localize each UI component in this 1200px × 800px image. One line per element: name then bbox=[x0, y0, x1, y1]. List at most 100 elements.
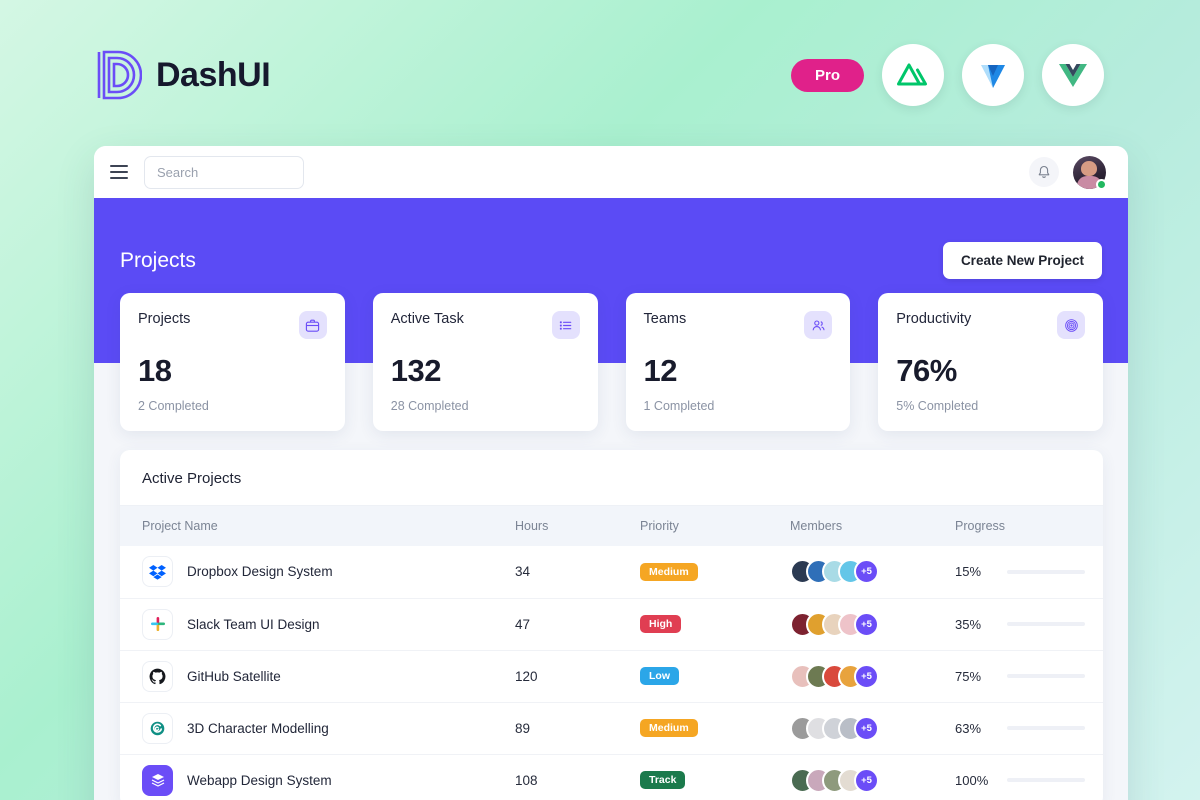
project-name: Slack Team UI Design bbox=[187, 616, 320, 632]
hamburger-menu-icon[interactable] bbox=[110, 165, 130, 179]
briefcase-icon bbox=[298, 311, 327, 339]
column-header-priority[interactable]: Priority bbox=[640, 505, 790, 546]
page-title: Projects bbox=[120, 248, 196, 272]
dropbox-icon bbox=[142, 556, 173, 588]
users-icon bbox=[804, 311, 833, 339]
project-name: Dropbox Design System bbox=[187, 564, 333, 580]
table-body: Dropbox Design System 34 Medium +5 bbox=[120, 546, 1103, 800]
table-head: Project Name Hours Priority Members Prog… bbox=[120, 505, 1103, 546]
dashui-d-logo-icon bbox=[97, 50, 142, 100]
member-overflow-badge[interactable]: +5 bbox=[854, 663, 879, 689]
stat-card-teams[interactable]: Teams 12 1 Completed bbox=[625, 293, 851, 431]
pro-badge[interactable]: Pro bbox=[790, 58, 864, 92]
github-icon bbox=[142, 660, 173, 692]
search-input[interactable] bbox=[144, 155, 304, 189]
stat-sublabel: 5% Completed bbox=[896, 399, 979, 413]
user-avatar-button[interactable] bbox=[1073, 155, 1107, 190]
stat-sublabel: 2 Completed bbox=[138, 399, 209, 413]
stat-label: Active Task bbox=[390, 311, 464, 327]
table-row[interactable]: Dropbox Design System 34 Medium +5 bbox=[120, 546, 1103, 599]
progress-cell: 63% bbox=[955, 721, 1103, 736]
vuetify-logo-icon bbox=[981, 65, 1005, 88]
stat-card-row: Projects 18 2 Completed Active Task bbox=[120, 293, 1103, 431]
progress-label: 35% bbox=[955, 616, 982, 632]
stat-label: Projects bbox=[138, 311, 191, 327]
member-overflow-badge[interactable]: +5 bbox=[854, 559, 879, 585]
stat-card-header: Productivity bbox=[896, 311, 1085, 339]
progress-track bbox=[1007, 674, 1085, 678]
table-row[interactable]: 3D Character Modelling 89 Medium + bbox=[120, 702, 1103, 755]
table-row[interactable]: GitHub Satellite 120 Low +5 bbox=[120, 650, 1103, 703]
progress-label: 75% bbox=[955, 668, 982, 684]
nuxt-logo-icon bbox=[897, 63, 927, 86]
app-window: Projects Create New Project Projects 18 … bbox=[94, 146, 1128, 800]
layers-icon bbox=[142, 764, 173, 796]
stat-label: Productivity bbox=[896, 311, 972, 327]
member-overflow-badge[interactable]: +5 bbox=[854, 715, 879, 741]
stat-value: 76% bbox=[896, 353, 957, 388]
progress-label: 100% bbox=[955, 772, 989, 788]
table-header-row: Project Name Hours Priority Members Prog… bbox=[120, 505, 1103, 546]
brand-logo-group[interactable]: DashUI bbox=[96, 49, 271, 101]
member-avatar-stack[interactable]: +5 bbox=[790, 559, 955, 585]
vue-logo-button[interactable] bbox=[1042, 44, 1104, 106]
progress-cell: 35% bbox=[955, 617, 1103, 632]
nuxt-logo-button[interactable] bbox=[882, 44, 944, 106]
stat-card-productivity[interactable]: Productivity 76% 5% Completed bbox=[878, 293, 1103, 431]
member-avatar-stack[interactable]: +5 bbox=[790, 663, 955, 689]
project-hours: 47 bbox=[515, 598, 640, 651]
column-header-hours[interactable]: Hours bbox=[515, 505, 640, 546]
stat-card-header: Teams bbox=[644, 311, 833, 339]
project-cell: 3D Character Modelling bbox=[142, 712, 515, 744]
progress-track bbox=[1007, 569, 1085, 574]
progress-track bbox=[1007, 778, 1085, 782]
member-avatar-stack[interactable]: +5 bbox=[790, 715, 955, 741]
priority-badge: High bbox=[640, 614, 682, 634]
stat-value: 18 bbox=[138, 353, 172, 388]
progress-label: 63% bbox=[955, 720, 982, 736]
priority-badge: Track bbox=[640, 770, 686, 790]
member-overflow-badge[interactable]: +5 bbox=[854, 611, 879, 637]
priority-badge: Low bbox=[640, 666, 679, 686]
project-cell: Webapp Design System bbox=[142, 764, 515, 796]
spiral-icon bbox=[142, 712, 173, 744]
member-overflow-badge[interactable]: +5 bbox=[854, 767, 879, 793]
project-name: 3D Character Modelling bbox=[187, 720, 329, 736]
project-hours: 120 bbox=[515, 650, 640, 703]
table-row[interactable]: Slack Team UI Design 47 High +5 bbox=[120, 598, 1103, 651]
progress-label: 15% bbox=[955, 564, 982, 580]
slack-icon bbox=[142, 608, 173, 640]
project-cell: GitHub Satellite bbox=[142, 660, 515, 692]
project-name: GitHub Satellite bbox=[187, 668, 281, 684]
member-avatar-stack[interactable]: +5 bbox=[790, 767, 955, 793]
project-hours: 108 bbox=[515, 754, 640, 800]
table-row[interactable]: Webapp Design System 108 Track +5 bbox=[120, 754, 1103, 800]
brand-bar-right: Pro bbox=[790, 44, 1104, 106]
target-icon bbox=[1057, 311, 1085, 339]
projects-table: Project Name Hours Priority Members Prog… bbox=[120, 505, 1103, 800]
online-status-dot bbox=[1096, 178, 1107, 190]
hero-row: Projects Create New Project bbox=[120, 198, 1102, 279]
progress-track bbox=[1007, 622, 1085, 626]
stat-value: 12 bbox=[643, 353, 678, 388]
project-hours: 89 bbox=[515, 702, 640, 755]
panel-title: Active Projects bbox=[142, 470, 242, 487]
stat-card-active-task[interactable]: Active Task 132 28 Completed bbox=[372, 293, 598, 431]
project-hours: 34 bbox=[515, 546, 640, 599]
notification-bell-button[interactable] bbox=[1029, 157, 1059, 187]
column-header-progress[interactable]: Progress bbox=[955, 505, 1103, 546]
avatar bbox=[1073, 155, 1106, 189]
stat-card-projects[interactable]: Projects 18 2 Completed bbox=[120, 293, 345, 431]
progress-cell: 75% bbox=[955, 669, 1103, 684]
stat-label: Teams bbox=[643, 311, 687, 327]
progress-cell: 100% bbox=[955, 773, 1103, 788]
stat-card-header: Projects bbox=[138, 311, 327, 339]
brand-bar: DashUI Pro bbox=[0, 0, 1200, 150]
vue-logo-icon bbox=[1059, 64, 1087, 87]
app-topbar bbox=[94, 146, 1128, 198]
column-header-members[interactable]: Members bbox=[790, 505, 955, 546]
vuetify-logo-button[interactable] bbox=[962, 44, 1024, 106]
create-new-project-button[interactable]: Create New Project bbox=[942, 242, 1102, 279]
member-avatar-stack[interactable]: +5 bbox=[790, 611, 955, 637]
column-header-project-name[interactable]: Project Name bbox=[120, 505, 515, 546]
